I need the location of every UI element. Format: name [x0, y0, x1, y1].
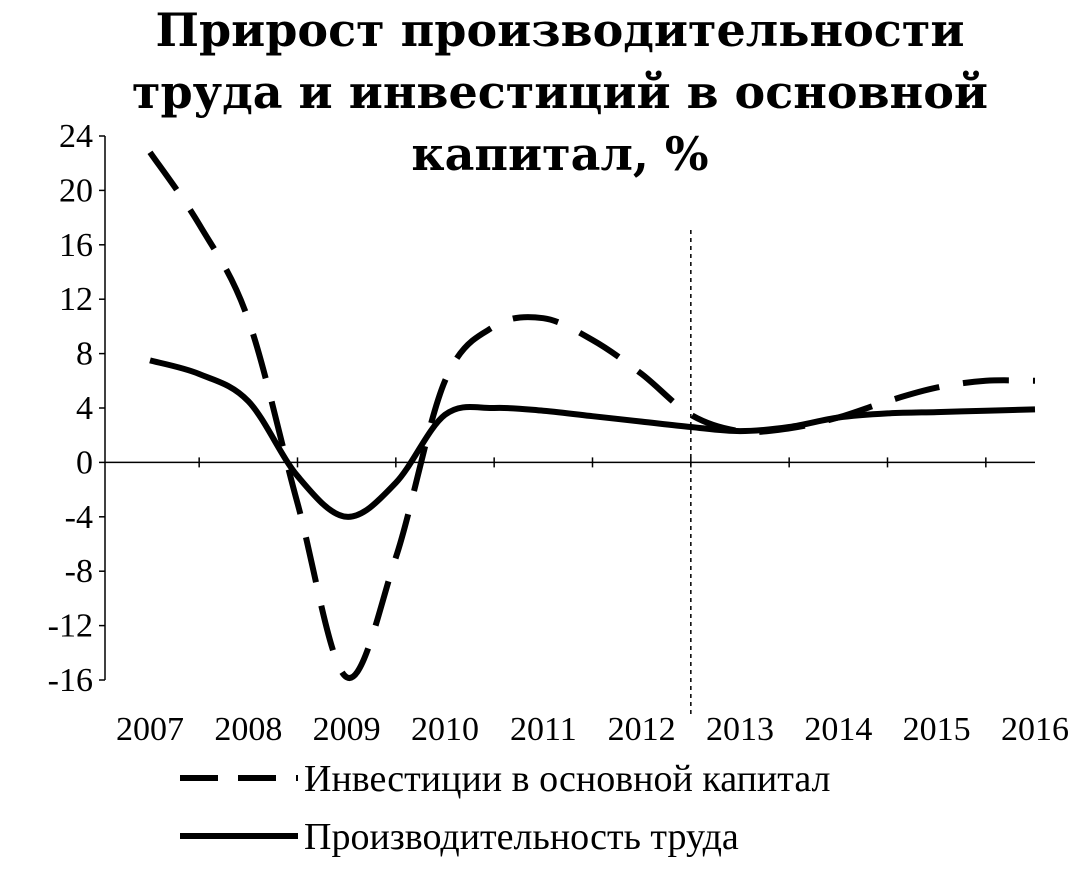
y-tick-label: 8	[76, 336, 93, 373]
y-tick-label: -4	[65, 499, 93, 536]
x-tick-label: 2008	[214, 711, 282, 748]
x-tick-label: 2015	[903, 711, 971, 748]
chart-title: Прирост производительности труда и инвес…	[132, 3, 988, 181]
y-tick-label: 16	[59, 227, 93, 264]
y-tick-label: -16	[48, 662, 93, 699]
chart-title-line-2: труда и инвестиций в основной	[132, 65, 988, 119]
x-tick-label: 2011	[510, 711, 577, 748]
x-tick-label: 2012	[608, 711, 676, 748]
y-tick-label: 20	[59, 172, 93, 209]
y-tick-label: 0	[76, 444, 93, 481]
x-tick-label: 2014	[804, 711, 872, 748]
chart-legend: Инвестиции в основной капитал Производит…	[180, 758, 831, 858]
series-line-investment	[147, 150, 1036, 681]
y-tick-label: -8	[65, 553, 93, 590]
x-tick-label: 2016	[1001, 711, 1069, 748]
y-tick-label: 12	[59, 281, 93, 318]
y-tick-label: -12	[48, 608, 93, 645]
x-tick-label: 2013	[706, 711, 774, 748]
x-tick-label: 2007	[116, 711, 184, 748]
x-tick-label: 2009	[313, 711, 381, 748]
legend-label-investment: Инвестиции в основной капитал	[304, 758, 831, 800]
y-tick-label: 4	[76, 390, 93, 427]
legend-label-productivity: Производительность труда	[304, 816, 739, 858]
x-tick-label: 2010	[411, 711, 479, 748]
chart-title-line-1: Прирост производительности	[156, 3, 965, 57]
series-line-productivity	[149, 357, 1036, 520]
y-tick-label: 24	[59, 118, 93, 155]
chart-title-line-3: капитал, %	[411, 127, 708, 181]
chart-series	[147, 150, 1036, 681]
